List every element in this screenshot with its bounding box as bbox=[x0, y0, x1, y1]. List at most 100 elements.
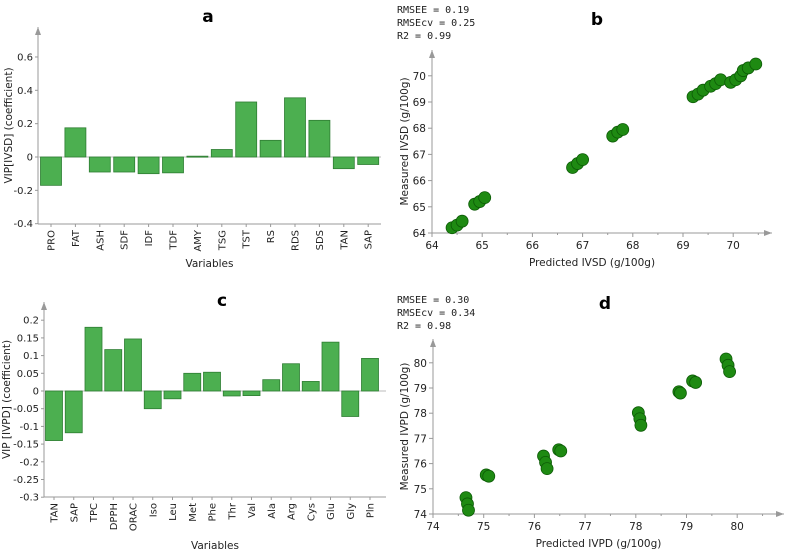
panel-d-x-label: Predicted IVPD (g/100g) bbox=[536, 538, 662, 550]
panel-a-x-tick-label: PRO bbox=[47, 230, 58, 251]
panel-c-x-tick-label: Arg bbox=[287, 503, 298, 520]
panel-b-y-tick-label: 64 bbox=[413, 228, 427, 240]
panel-c-y-tick-label: 0 bbox=[33, 387, 39, 398]
panel-a-bar-sap bbox=[357, 156, 380, 165]
panel-b-title: b bbox=[591, 10, 603, 30]
panel-a-x-label: Variables bbox=[186, 258, 234, 270]
panel-a-x-tick-label: AMY bbox=[193, 229, 204, 251]
panel-b-y-tick-label: 65 bbox=[413, 202, 426, 214]
panel-c-bar-met bbox=[183, 372, 202, 392]
panel-c-bar-sap bbox=[64, 390, 83, 434]
panel-c-y-tick-label: -0.2 bbox=[19, 457, 39, 468]
panel-d-x-tick-label: 80 bbox=[731, 521, 744, 533]
panel-c-x-tick-label: DPPH bbox=[109, 503, 120, 530]
panel-c-y-tick-label: -0.25 bbox=[13, 475, 39, 486]
panel-c-bar-val bbox=[242, 390, 261, 397]
panel-d-point bbox=[634, 418, 648, 432]
panel-d-y-tick-label: 76 bbox=[414, 459, 428, 471]
panel-d-y-label: Measured IVPD (g/100g) bbox=[399, 363, 411, 491]
panel-a-bar-amy bbox=[186, 155, 209, 158]
panel-c-title: c bbox=[217, 291, 227, 311]
panel-c-y-tick-label: -0.3 bbox=[19, 493, 39, 504]
panel-a-x-tick-label: TST bbox=[242, 229, 253, 249]
panel-a-bar-rs bbox=[259, 139, 282, 158]
panel-c-x-tick-label: Val bbox=[247, 503, 258, 518]
panel-a-x-tick-label: TSG bbox=[217, 230, 228, 251]
panel-b-y-tick-label: 66 bbox=[413, 176, 427, 188]
panel-c-bar-pln bbox=[361, 358, 379, 392]
panel-a-bar-tan bbox=[332, 156, 355, 170]
panel-d-x-tick-label: 75 bbox=[477, 521, 490, 533]
stat-r2: R2 = 0.98 bbox=[397, 321, 452, 332]
stats-d: RMSEE = 0.30 RMSEcv = 0.34 R2 = 0.98 bbox=[397, 294, 475, 333]
panel-d-point bbox=[674, 386, 687, 400]
panel-a-x-tick-label: FAT bbox=[71, 229, 82, 247]
panel-d-point bbox=[482, 469, 496, 483]
panel-a-x-tick-label: SDF bbox=[120, 230, 131, 250]
panel-c-bar-dpph bbox=[104, 349, 123, 392]
panel-b-point bbox=[576, 153, 589, 167]
panel-c-bar-ala bbox=[262, 379, 281, 392]
panel-a-y-tick-label: 0.4 bbox=[17, 86, 33, 97]
panel-d-point bbox=[723, 365, 736, 379]
panel-a-bar-pro bbox=[40, 156, 62, 186]
panel-d-y-tick-label: 75 bbox=[414, 484, 427, 496]
panel-b-x-tick-label: 66 bbox=[526, 240, 540, 252]
panel-a-x-tick-label: SAP bbox=[364, 230, 375, 249]
panel-b-x-tick-label: 65 bbox=[476, 240, 489, 252]
panel-b-x-tick-label: 67 bbox=[576, 240, 589, 252]
panel-c-x-tick-label: Pln bbox=[366, 503, 377, 518]
panel-a-x-tick-label: RS bbox=[266, 230, 277, 243]
panel-b-y-tick-label: 67 bbox=[413, 149, 426, 161]
stat-rmsee: RMSEE = 0.19 bbox=[397, 5, 470, 16]
panel-a-y-tick-label: -0.2 bbox=[13, 186, 33, 197]
stat-rmsecv: RMSEcv = 0.34 bbox=[397, 308, 476, 319]
panel-a-x-tick-label: SDS bbox=[315, 230, 326, 250]
panel-d-title: d bbox=[599, 294, 611, 314]
panel-d-point bbox=[462, 503, 475, 517]
panel-a-y-tick-label: 0.2 bbox=[17, 119, 33, 130]
panel-b-y-arrow-icon bbox=[429, 50, 435, 58]
panel-b-x-tick-label: 70 bbox=[727, 240, 740, 252]
panel-c-x-tick-label: TAN bbox=[50, 503, 61, 524]
panel-b-y-tick-label: 70 bbox=[413, 71, 426, 83]
panel-a-bar-tdf bbox=[162, 156, 184, 174]
panel-a-y-tick-label: 0.6 bbox=[17, 52, 33, 63]
panel-c-y-label: VIP [IVPD] (coefficient) bbox=[1, 340, 13, 459]
panel-c-x-tick-label: Ala bbox=[267, 503, 278, 519]
panel-a-bar-sdf bbox=[113, 156, 136, 173]
panel-c-bar-iso bbox=[143, 390, 162, 410]
panel-c-x-tick-label: Iso bbox=[148, 503, 159, 517]
panel-c-y-tick-label: -0.1 bbox=[19, 422, 39, 433]
panel-c-bar-thr bbox=[222, 390, 241, 397]
panel-a-bar-rds bbox=[284, 97, 306, 158]
panel-b-point bbox=[616, 123, 630, 136]
panel-c-y-tick-label: 0.2 bbox=[23, 316, 39, 327]
panel-c-x-tick-label: Phe bbox=[208, 503, 219, 522]
panel-d-x-tick-label: 76 bbox=[528, 521, 542, 533]
panel-b-point bbox=[455, 214, 469, 228]
panel-c-y-tick-label: 0.1 bbox=[23, 351, 39, 362]
panel-c-y-tick-label: 0.15 bbox=[17, 333, 39, 344]
panel-c-bar-cys bbox=[301, 381, 320, 392]
panel-a-bar-fat bbox=[64, 127, 87, 158]
panel-a-x-tick-label: ASH bbox=[95, 230, 106, 251]
panel-b-x-label: Predicted IVSD (g/100g) bbox=[529, 257, 655, 269]
panel-a-x-tick-label: TDF bbox=[169, 230, 180, 251]
panel-a-title: a bbox=[202, 7, 213, 27]
panel-d-y-tick-label: 79 bbox=[414, 383, 427, 395]
panel-c-x-tick-label: ORAC bbox=[129, 503, 140, 531]
panel-d-point bbox=[689, 376, 703, 389]
panel-a-x-tick-label: TAN bbox=[339, 230, 350, 251]
panel-c-bar-arg bbox=[282, 363, 300, 392]
panel-c-x-tick-label: SAP bbox=[69, 503, 80, 522]
panel-c-x-tick-label: Gly bbox=[346, 503, 357, 520]
panel-b-x-tick-label: 69 bbox=[676, 240, 689, 252]
panel-c-bar-orac bbox=[124, 338, 142, 392]
panel-c-x-tick-label: Cys bbox=[306, 503, 317, 521]
panel-d-x-tick-label: 77 bbox=[578, 521, 591, 533]
panel-d-point bbox=[554, 444, 568, 458]
panel-a-y-tick-label: -0.4 bbox=[13, 219, 33, 230]
stats-b: RMSEE = 0.19 RMSEcv = 0.25 R2 = 0.99 bbox=[397, 4, 475, 43]
